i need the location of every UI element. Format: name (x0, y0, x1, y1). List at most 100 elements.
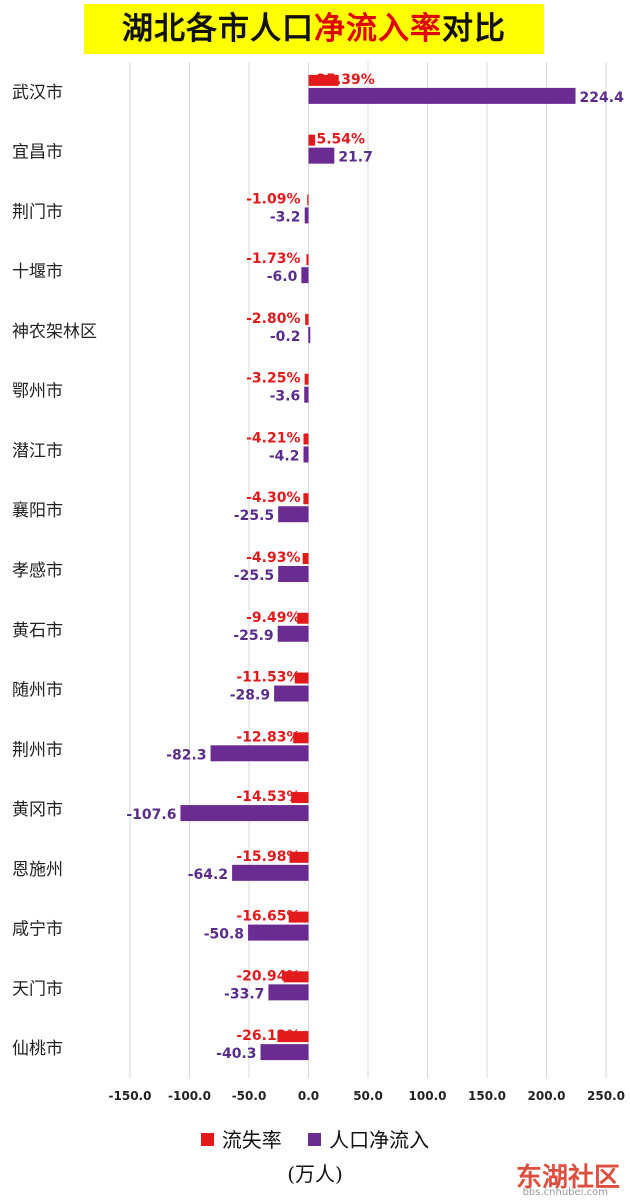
net-inflow-bar (274, 685, 309, 702)
rate-bar (289, 851, 309, 863)
watermark-brand: 东湖社区 (515, 1163, 620, 1193)
rate-data-label: -12.83% (236, 729, 300, 745)
x-tick-label: 0.0 (298, 1089, 319, 1103)
watermark-site: bbs.cnhubei.com (522, 1187, 608, 1198)
x-tick-label: 250.0 (587, 1089, 625, 1103)
rate-bars (277, 74, 339, 1043)
rate-data-label: -11.53% (236, 670, 300, 686)
rate-data-label: -14.53% (236, 789, 300, 805)
legend-label-rate: 流失率 (221, 1128, 282, 1152)
rate-data-label: -15.98% (236, 849, 300, 865)
x-tick-label: 50.0 (353, 1089, 383, 1103)
net-inflow-bar (248, 924, 309, 941)
category-label: 鄂州市 (12, 382, 63, 402)
net-inflow-bars (180, 87, 576, 1061)
rate-data-label: -4.93% (246, 550, 300, 566)
rate-data-label: -20.94% (236, 968, 300, 984)
category-label: 宜昌市 (12, 143, 63, 163)
category-label: 神农架林区 (12, 322, 97, 342)
net-data-label: -25.9 (233, 628, 273, 644)
net-inflow-bar (260, 1044, 309, 1061)
data-labels: 25.39% 224.4 5.54% 21.7 -1.09% -3.2 -1.73% -6.0… (126, 72, 624, 1062)
x-tick-label: 150.0 (468, 1089, 506, 1103)
net-inflow-bar (268, 984, 309, 1001)
legend-swatch-net (308, 1133, 322, 1146)
net-data-label: -107.6 (126, 807, 176, 823)
bar-chart: 25.39% 224.4 5.54% 21.7 -1.09% -3.2 -1.73% -6.0… (12, 62, 625, 1103)
net-data-label: -0.2 (270, 329, 301, 345)
rate-bar (303, 493, 309, 505)
net-inflow-bar (304, 207, 309, 224)
rate-bar (305, 313, 309, 325)
net-data-label: -50.8 (204, 927, 244, 943)
category-label: 襄阳市 (12, 500, 63, 521)
rate-data-label: -9.49% (246, 610, 300, 626)
category-labels: 武汉市宜昌市荆门市十堰市神农架林区鄂州市潜江市襄阳市孝感市黄石市随州市荆州市黄冈… (12, 83, 97, 1059)
rate-bar (277, 1031, 309, 1043)
rate-bar (293, 732, 309, 744)
legend-swatch-rate (200, 1133, 214, 1146)
legend-label-net: 人口净流入 (329, 1128, 430, 1152)
x-axis-ticks: -150.0 -100.0 -50.0 0.0 50.0 100.0 150.0 200.0 2… (109, 1089, 625, 1103)
net-data-label: -3.6 (270, 389, 301, 405)
rate-data-label: 5.54% (317, 132, 366, 148)
rate-data-label: -3.25% (246, 371, 300, 387)
rate-data-label: -16.65% (236, 909, 300, 925)
net-data-label: -40.3 (216, 1046, 256, 1062)
category-label: 荆门市 (12, 202, 63, 222)
rate-bar (297, 612, 309, 624)
net-data-label: -25.5 (234, 568, 274, 584)
rate-data-label: -26.12% (236, 1028, 300, 1044)
unit-label: (万人) (287, 1162, 343, 1186)
rate-data-label: -1.73% (246, 251, 300, 267)
category-label: 武汉市 (12, 83, 63, 103)
title-highlight: 净流入率 (314, 11, 442, 47)
rate-data-label: -4.21% (246, 430, 300, 446)
category-label: 黄石市 (12, 621, 63, 641)
net-data-label: 224.4 (580, 90, 625, 106)
net-inflow-bar (277, 625, 309, 642)
rate-data-label: 25.39% (317, 72, 375, 88)
rate-bar (288, 911, 309, 923)
rate-bar (283, 971, 309, 983)
legend: 流失率 人口净流入 (0, 1124, 630, 1153)
category-label: 荆州市 (12, 740, 63, 760)
chart-title: 湖北各市人口净流入率对比 (84, 4, 544, 54)
x-tick-label: -150.0 (109, 1089, 152, 1103)
category-label: 随州市 (12, 681, 63, 701)
net-inflow-bar (180, 805, 309, 822)
net-inflow-bar (232, 864, 309, 881)
net-data-label: -25.5 (234, 508, 274, 524)
rate-bar (291, 792, 309, 804)
category-label: 孝感市 (12, 561, 63, 581)
gridlines (129, 62, 607, 1078)
category-label: 恩施州 (12, 860, 63, 880)
x-tick-label: 200.0 (528, 1089, 566, 1103)
rate-data-label: -1.09% (246, 191, 300, 207)
rate-bar (302, 553, 309, 564)
net-data-label: -6.0 (267, 269, 298, 285)
category-label: 咸宁市 (12, 920, 63, 940)
net-inflow-bar (308, 147, 335, 164)
rate-bar (307, 194, 309, 206)
x-tick-label: -100.0 (168, 1089, 211, 1103)
rate-data-label: -2.80% (246, 311, 300, 327)
rate-bar (308, 74, 339, 86)
net-data-label: -82.3 (166, 747, 206, 763)
net-inflow-bar (210, 745, 309, 762)
net-data-label: -3.2 (270, 209, 301, 225)
category-label: 十堰市 (12, 262, 63, 282)
x-tick-label: -50.0 (232, 1089, 267, 1103)
rate-bar (308, 134, 316, 146)
net-inflow-bar (304, 386, 309, 403)
net-data-label: -33.7 (224, 986, 264, 1002)
legend-item-rate: 流失率 (200, 1124, 282, 1153)
net-inflow-bar (308, 326, 311, 343)
net-inflow-bar (278, 566, 309, 582)
net-data-label: -28.9 (230, 688, 270, 704)
rate-bar (306, 254, 309, 266)
net-inflow-bar (278, 506, 309, 523)
rate-bar (304, 373, 309, 385)
net-data-label: 21.7 (338, 150, 373, 166)
rate-bar (303, 433, 309, 445)
